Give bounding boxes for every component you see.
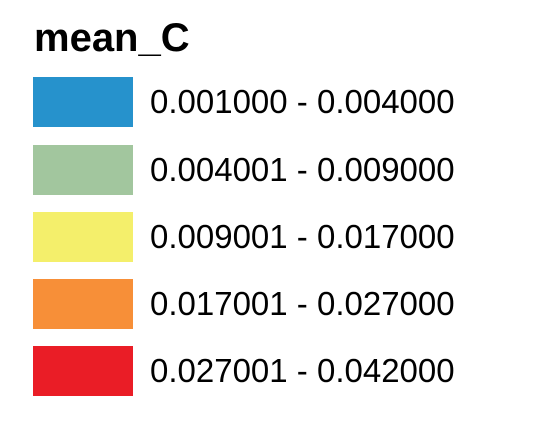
legend-label: 0.001000 - 0.004000 — [150, 83, 455, 120]
legend-title: mean_C — [34, 16, 190, 60]
legend-label: 0.004001 - 0.009000 — [150, 151, 455, 188]
legend-label: 0.027001 - 0.042000 — [150, 352, 455, 389]
legend-swatch — [33, 212, 133, 262]
legend-item: 0.009001 - 0.017000 — [0, 212, 555, 262]
legend-swatch — [33, 279, 133, 329]
legend-item: 0.017001 - 0.027000 — [0, 279, 555, 329]
legend-item: 0.001000 - 0.004000 — [0, 77, 555, 127]
legend-swatch — [33, 346, 133, 396]
legend-label: 0.009001 - 0.017000 — [150, 218, 455, 255]
legend-label: 0.017001 - 0.027000 — [150, 285, 455, 322]
legend-swatch — [33, 77, 133, 127]
legend-item: 0.027001 - 0.042000 — [0, 346, 555, 396]
legend-item: 0.004001 - 0.009000 — [0, 145, 555, 195]
legend-swatch — [33, 145, 133, 195]
